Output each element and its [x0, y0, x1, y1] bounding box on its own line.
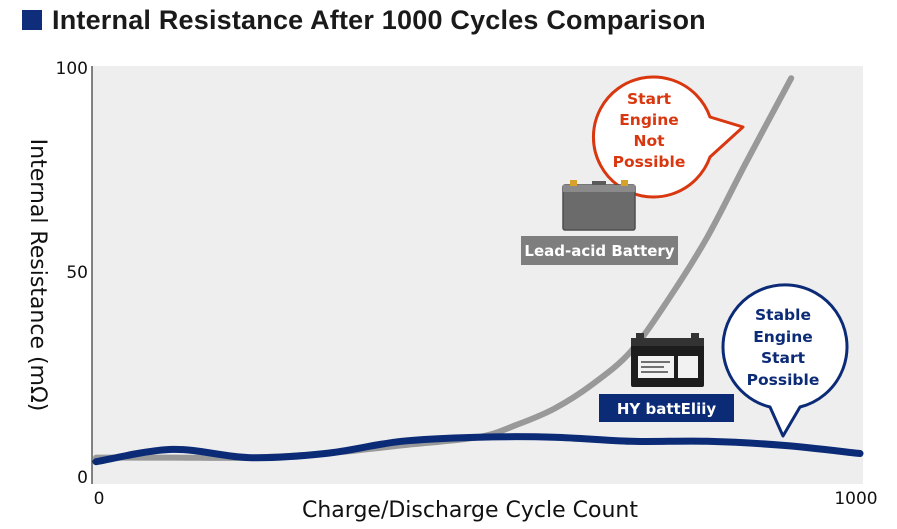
bubble-red-line-4: Possible [613, 153, 686, 171]
chart-title: Internal Resistance After 1000 Cycles Co… [52, 4, 706, 35]
bubble-red-line-3: Not [633, 132, 665, 150]
y-tick-0: 0 [77, 468, 88, 488]
stable-start-bubble: Stable Engine Start Possible [721, 283, 849, 438]
plot-area [92, 66, 863, 484]
hy-battery-icon [631, 333, 704, 387]
lead-acid-tag: Lead-acid Battery [521, 236, 678, 265]
hy-series-line [92, 433, 864, 466]
x-tick-1000: 1000 [834, 489, 877, 509]
chart-title-block: Internal Resistance After 1000 Cycles Co… [22, 2, 706, 38]
y-tick-100: 100 [56, 59, 88, 79]
not-possible-bubble: Start Engine Not Possible [592, 75, 745, 199]
bubble-red-line-2: Engine [619, 111, 679, 129]
title-square-icon [22, 10, 42, 30]
y-tick-50: 50 [66, 263, 88, 283]
bubble-blue-line-3: Start [761, 349, 806, 367]
bubble-blue-line-4: Possible [747, 371, 820, 389]
bubble-blue-line-2: Engine [753, 328, 813, 346]
warning-speech-bubble [592, 75, 745, 199]
hy-label: HY battEliiy [617, 400, 717, 418]
stable-speech-bubble [721, 283, 849, 438]
y-axis-label: Internal Resistance (mΩ) [25, 139, 50, 412]
lead-acid-label: Lead-acid Battery [524, 242, 674, 260]
bubble-red-line-1: Start [627, 90, 672, 108]
x-axis-label: Charge/Discharge Cycle Count [302, 498, 638, 523]
bubble-blue-line-1: Stable [755, 306, 811, 324]
lead-acid-battery-icon [562, 180, 636, 231]
x-tick-0: 0 [94, 489, 105, 509]
hy-tag: HY battEliiy [599, 394, 734, 422]
